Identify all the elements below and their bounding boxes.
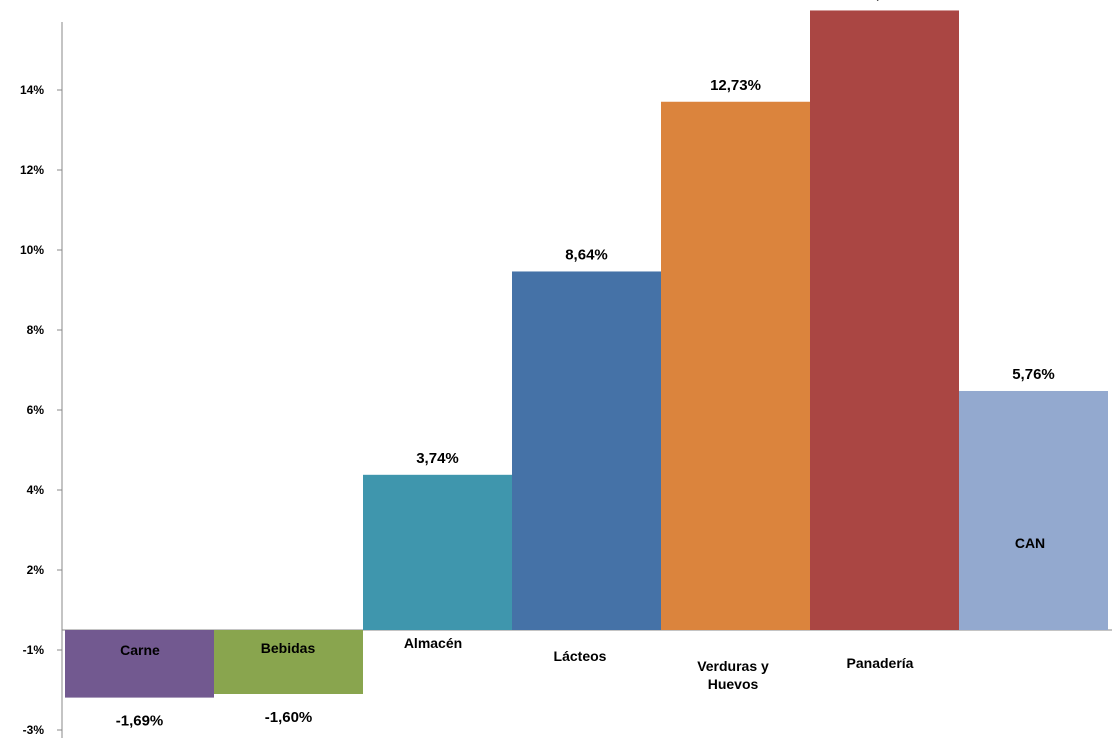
y-tick-label: -3% [23,723,45,737]
bar-panadería [810,10,959,630]
data-label: 5,76% [1012,366,1055,383]
data-label: 14,93% [859,0,910,2]
bar-can [959,390,1108,630]
y-tick-label: 10% [20,243,44,257]
y-tick-label: 2% [27,563,45,577]
y-tick-label: 6% [27,403,45,417]
bar-almacén [363,474,512,630]
bars [65,10,1108,698]
category-label: Carne [120,642,160,658]
category-labels: Carne Bebidas Almacén Lácteos Verduras y Huev… [120,535,1045,692]
data-label: 12,73% [710,77,761,94]
bar-verduras-y-huevos [661,101,810,630]
category-label: Panadería [847,655,914,671]
y-tick-label: 14% [20,83,44,97]
category-label: Bebidas [261,640,316,656]
data-label: 8,64% [565,246,608,263]
y-tick-label: 4% [27,483,45,497]
data-labels: -1,69% -1,60% 3,74% 8,64% 12,73% 14,93% 5,76% [116,0,1055,730]
data-label: -1,69% [116,713,164,730]
y-tick-label: -1% [23,643,45,657]
data-label: -1,60% [265,709,313,726]
y-tick-label: 8% [27,323,45,337]
bar-bebidas [214,630,363,694]
category-label: CAN [1015,535,1045,551]
category-label: Almacén [404,635,462,651]
bar-lácteos [512,271,661,630]
y-tick-label: 12% [20,163,44,177]
category-label: Verduras y Huevos [697,658,769,692]
category-label: Lácteos [554,648,607,664]
bar-carne [65,630,214,698]
data-label: 3,74% [416,450,459,467]
